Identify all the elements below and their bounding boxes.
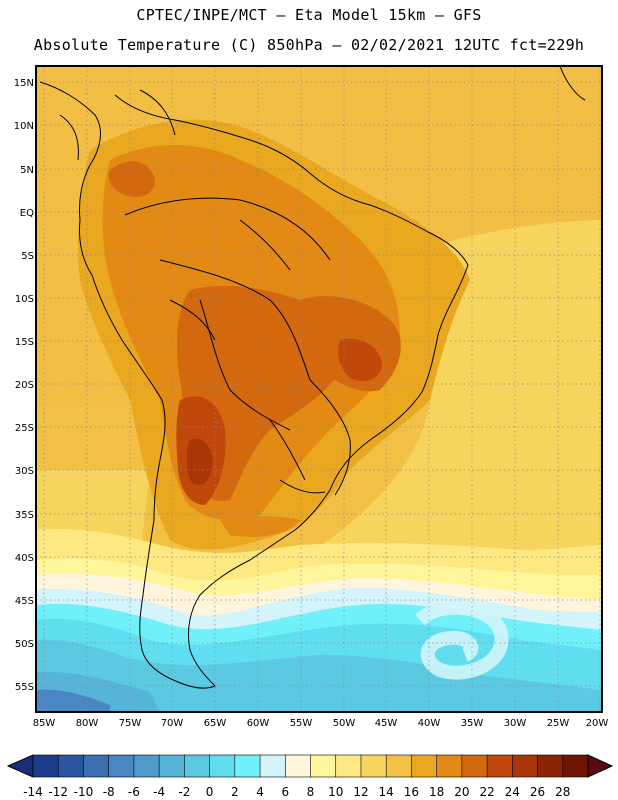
colorbar-labels: -14 -12 -10 -8 -6 -4 -2 0 2 4 6 8 10 12 14 16 18 20 22 24 26…	[23, 785, 570, 799]
colorbar-swatch	[209, 754, 236, 778]
latitude-label: 10S	[15, 294, 34, 305]
latitude-label: 30S	[15, 466, 34, 477]
longitude-label: 60W	[247, 718, 270, 729]
colorbar-swatch	[436, 754, 463, 778]
colorbar-swatch	[461, 754, 488, 778]
colorbar-label: 10	[328, 785, 343, 799]
colorbar	[6, 754, 614, 778]
colorbar-swatch	[133, 754, 160, 778]
colorbar-label: 0	[206, 785, 214, 799]
colorbar-swatch	[83, 754, 110, 778]
longitude-label: 20W	[586, 718, 609, 729]
longitude-label: 30W	[504, 718, 527, 729]
longitude-label: 55W	[290, 718, 313, 729]
latitude-label: 15S	[15, 337, 34, 348]
colorbar-swatch	[360, 754, 387, 778]
colorbar-label: -2	[178, 785, 190, 799]
colorbar-swatch	[184, 754, 211, 778]
longitude-label: 65W	[204, 718, 227, 729]
colorbar-label: 24	[505, 785, 520, 799]
latitude-labels: 15N 10N 5N EQ 5S 10S 15S 20S 25S 30S 35S 40S 45S 50S 5…	[14, 78, 34, 693]
latitude-label: EQ	[20, 208, 34, 219]
latitude-label: 20S	[15, 380, 34, 391]
colorbar-label: 18	[429, 785, 444, 799]
colorbar-swatch	[57, 754, 85, 778]
colorbar-swatch	[537, 754, 564, 778]
latitude-label: 45S	[15, 596, 34, 607]
coastline	[39, 66, 586, 689]
longitude-label: 50W	[333, 718, 356, 729]
latitude-label: 5N	[20, 165, 34, 176]
longitude-labels: 85W 80W 75W 70W 65W 60W 55W 50W 45W 40W 35W 30W 25W 2…	[33, 718, 609, 729]
latitude-label: 40S	[15, 553, 34, 564]
latitude-label: 35S	[15, 510, 34, 521]
chart-title-line2: Absolute Temperature (C) 850hPa — 02/02/…	[33, 36, 585, 54]
colorbar-label: 12	[353, 785, 368, 799]
colorbar-label: 16	[404, 785, 419, 799]
colorbar-swatch	[486, 754, 514, 778]
longitude-label: 75W	[119, 718, 142, 729]
colorbar-swatch	[310, 754, 337, 778]
latitude-label: 15N	[14, 78, 34, 89]
colorbar-label: -10	[74, 785, 94, 799]
chart-title-line1: CPTEC/INPE/MCT — Eta Model 15km — GFS	[136, 6, 482, 24]
colorbar-label: -12	[48, 785, 68, 799]
longitude-label: 80W	[76, 718, 99, 729]
colorbar-label: 6	[281, 785, 289, 799]
colorbar-low-arrow	[6, 754, 34, 778]
latitude-label: 50S	[15, 639, 34, 650]
colorbar-swatch	[512, 754, 539, 778]
latitude-label: 55S	[15, 682, 34, 693]
colorbar-label: 22	[479, 785, 494, 799]
longitude-label: 45W	[375, 718, 398, 729]
colorbar-swatch	[562, 754, 589, 778]
colorbar-swatch	[259, 754, 287, 778]
longitude-label: 70W	[161, 718, 184, 729]
colorbar-label: -14	[23, 785, 43, 799]
colorbar-label: 2	[231, 785, 239, 799]
colorbar-label: -4	[153, 785, 165, 799]
longitude-label: 25W	[547, 718, 570, 729]
colorbar-label: -8	[103, 785, 115, 799]
colorbar-label: 26	[530, 785, 545, 799]
colorbar-label: -6	[128, 785, 140, 799]
colorbar-label: 14	[379, 785, 394, 799]
colorbar-swatch	[411, 754, 438, 778]
colorbar-high-arrow	[587, 754, 614, 778]
latitude-label: 5S	[21, 251, 34, 262]
longitude-label: 85W	[33, 718, 56, 729]
colorbar-label: 8	[307, 785, 315, 799]
colorbar-swatch	[234, 754, 261, 778]
longitude-label: 35W	[461, 718, 484, 729]
temperature-field	[36, 66, 602, 712]
longitude-label: 40W	[418, 718, 441, 729]
colorbar-label: 28	[555, 785, 570, 799]
colorbar-swatch	[158, 754, 186, 778]
colorbar-swatch	[284, 754, 312, 778]
colorbar-label: 4	[256, 785, 264, 799]
colorbar-swatch	[335, 754, 362, 778]
colorbar-swatch	[32, 754, 60, 778]
colorbar-label: 20	[454, 785, 469, 799]
latitude-label: 10N	[14, 121, 34, 132]
colorbar-swatch	[108, 754, 135, 778]
map-frame	[35, 65, 603, 713]
latitude-label: 25S	[15, 423, 34, 434]
colorbar-swatch	[385, 754, 413, 778]
